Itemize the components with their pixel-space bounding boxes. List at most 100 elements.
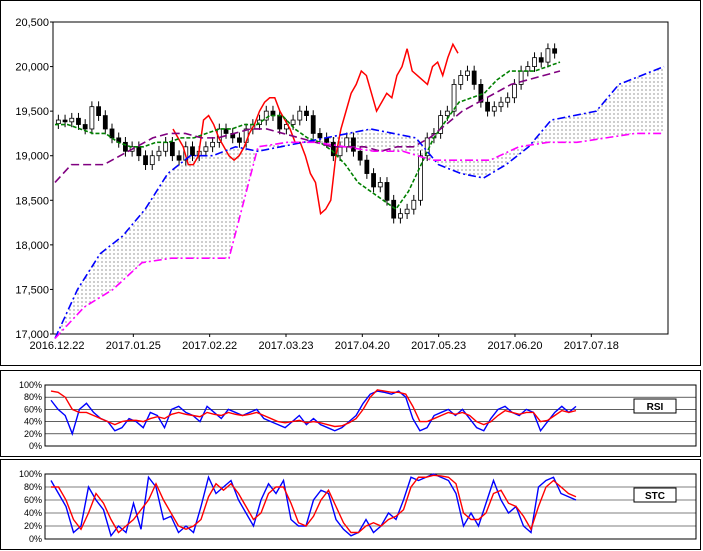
candle-body (478, 84, 484, 103)
candle-body (69, 117, 75, 123)
candle-body (290, 119, 296, 125)
base-line (54, 70, 561, 183)
candle-body (512, 84, 517, 99)
candle-body (102, 115, 108, 130)
stc-legend-box (633, 487, 677, 503)
candle-body (136, 146, 142, 157)
ichimoku-candlestick-chart: 17,000 17,500 18,000 18,500 19,000 19,500 20,0… (15, 17, 669, 352)
candle-body (89, 106, 95, 130)
candle-body (76, 117, 81, 125)
candle-body (418, 155, 423, 201)
candle-body (491, 106, 497, 112)
candle-body (304, 110, 309, 117)
ichimoku-cloud (55, 66, 664, 339)
candle-body (444, 110, 450, 117)
candle-body (55, 119, 61, 125)
candle-body (451, 84, 457, 112)
stc-legend-label: STC (645, 491, 665, 502)
rsi-y-tick-label: 40% (24, 417, 42, 427)
rsi-slow-line (50, 389, 577, 428)
candle-body (237, 137, 242, 143)
candle-body (471, 70, 477, 85)
stc-panel: 100% 80% 60% 40% 20% 0% STC (0, 459, 701, 550)
y-tick-label: 17,500 (15, 284, 49, 296)
candle-body (310, 115, 316, 134)
candle-body (156, 150, 162, 157)
candle-body (203, 146, 209, 152)
rsi-y-tick-label: 0% (29, 441, 42, 451)
candle-body (62, 119, 68, 123)
candle-body (330, 141, 336, 157)
candle-body (545, 48, 551, 63)
stc-y-tick-label: 40% (24, 508, 42, 518)
candle-body (552, 48, 558, 54)
rsi-y-tick-label: 100% (19, 380, 42, 390)
candle-body (277, 115, 283, 130)
candle-body (404, 208, 410, 215)
candle-body (344, 137, 350, 148)
x-tick-label: 2017.02.22 (182, 340, 237, 352)
candle-body (384, 182, 390, 201)
leading-span-a-line (54, 65, 665, 339)
plot-frame (52, 21, 669, 335)
candle-body (364, 159, 370, 174)
candle-body (397, 213, 403, 219)
candle-body (485, 101, 490, 112)
candle-body (538, 57, 544, 63)
candle-body (163, 141, 169, 152)
stochastic-chart: 100% 80% 60% 40% 20% 0% STC (19, 469, 697, 544)
y-tick-label: 18,500 (15, 195, 49, 207)
candle-body (149, 155, 155, 166)
candle-body (190, 146, 195, 157)
candle-body (143, 155, 148, 166)
candle-body (169, 141, 175, 157)
stc-y-tick-label: 80% (24, 482, 42, 492)
x-tick-label: 2016.12.22 (29, 340, 84, 352)
candle-body (458, 75, 464, 85)
candle-body (257, 119, 262, 125)
y-tick-label: 20,000 (15, 62, 49, 74)
x-tick-label: 2017.03.23 (258, 340, 313, 352)
candle-body (351, 137, 356, 152)
candle-body (263, 110, 269, 121)
candle-body (210, 141, 216, 148)
stc-y-tick-label: 60% (24, 495, 42, 505)
stc-y-tick-label: 20% (24, 521, 42, 531)
candle-body (317, 133, 323, 139)
rsi-fast-line (50, 390, 577, 436)
candle-body (337, 146, 343, 157)
rsi-legend-label: RSI (647, 402, 664, 413)
y-tick-label: 20,500 (15, 17, 49, 29)
candle-body (505, 97, 511, 103)
rsi-chart: 100% 80% 60% 40% 20% 0% RSI (19, 380, 697, 451)
y-tick-label: 19,500 (15, 106, 49, 118)
rsi-panel: 100% 80% 60% 40% 20% 0% RSI (0, 370, 701, 457)
y-tick-label: 19,000 (15, 151, 49, 163)
candle-body (377, 182, 383, 188)
candle-body (438, 115, 444, 134)
rsi-y-tick-label: 60% (24, 404, 42, 414)
x-tick-label: 2017.05.23 (411, 340, 466, 352)
stc-y-tick-label: 0% (29, 534, 42, 544)
x-tick-label: 2017.04.20 (335, 340, 390, 352)
rsi-legend-box (633, 398, 677, 414)
rsi-frame (44, 384, 697, 447)
candle-body (109, 128, 115, 139)
candle-body (371, 173, 376, 188)
candle-body (223, 128, 229, 134)
stc-frame (44, 473, 697, 540)
stc-fast-line (50, 473, 577, 538)
candle-body (297, 110, 303, 121)
rsi-y-tick-label: 80% (24, 392, 42, 402)
candle-body (357, 150, 363, 161)
lagging-span-line (172, 42, 459, 216)
rsi-y-tick-label: 20% (24, 429, 42, 439)
y-tick-label: 17,000 (15, 329, 49, 341)
candle-body (391, 199, 397, 219)
x-tick-label: 2017.06.20 (487, 340, 542, 352)
candle-body (532, 57, 537, 67)
candle-body (176, 155, 182, 161)
y-tick-label: 18,000 (15, 240, 49, 252)
candle-body (465, 70, 470, 76)
candle-body (411, 199, 417, 210)
